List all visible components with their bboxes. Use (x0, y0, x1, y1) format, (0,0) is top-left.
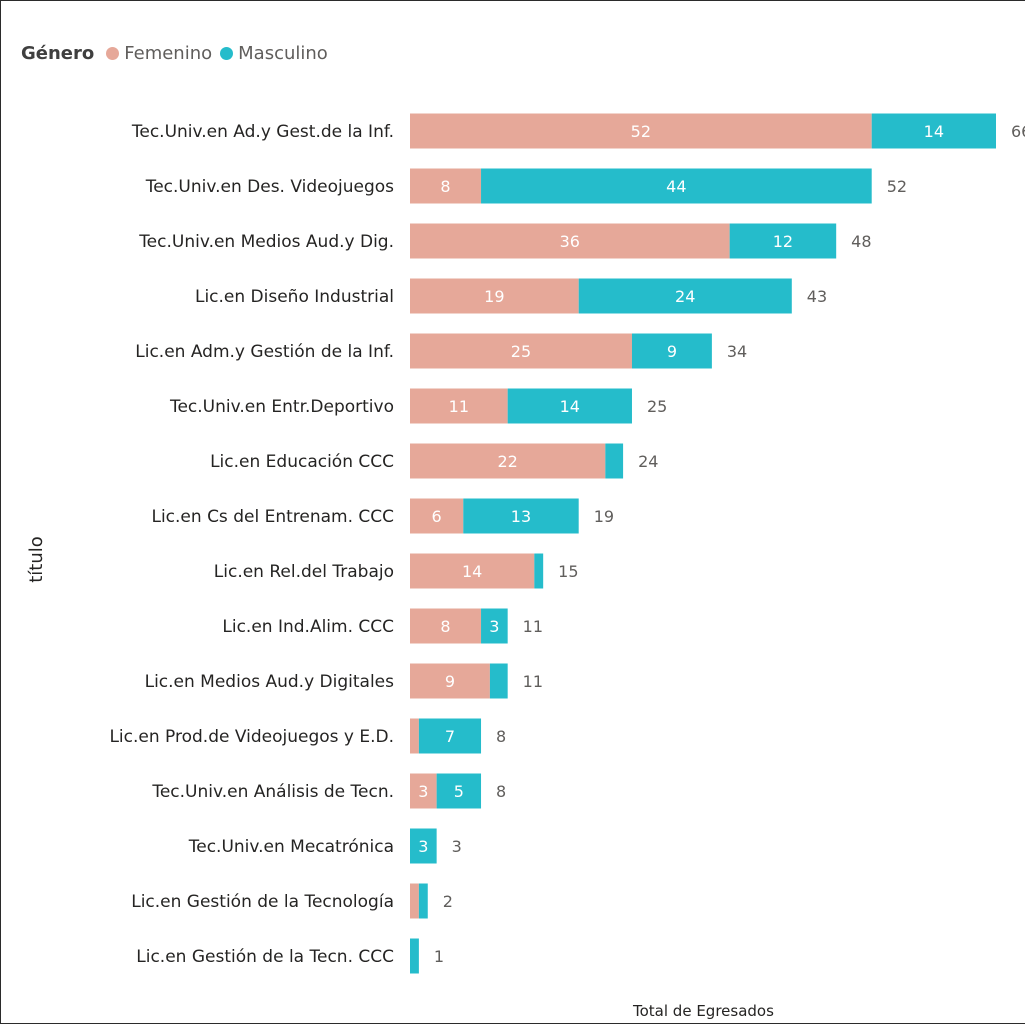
category-label: Lic.en Educación CCC (210, 452, 394, 472)
category-label: Lic.en Gestión de la Tecnología (131, 892, 394, 912)
bar-value-label: 52 (631, 122, 651, 141)
bar-masculino[interactable] (507, 388, 632, 424)
bar-masculino[interactable] (418, 883, 428, 919)
bar-value-label: 14 (924, 122, 944, 141)
bar-value-label: 7 (445, 727, 455, 746)
bar-femenino[interactable] (410, 333, 632, 369)
bar-femenino[interactable] (410, 168, 482, 204)
total-label: 43 (807, 287, 827, 306)
legend-title: Género (21, 42, 95, 64)
category-label: Tec.Univ.en Análisis de Tecn. (151, 782, 394, 802)
legend-dot-masculino (220, 46, 234, 60)
bar-value-label: 3 (489, 617, 499, 636)
bar-masculino[interactable] (418, 718, 482, 754)
category-label: Lic.en Medios Aud.y Digitales (145, 672, 395, 692)
bar-masculino[interactable] (729, 223, 837, 259)
total-label: 48 (851, 232, 871, 251)
bar-value-label: 44 (666, 177, 686, 196)
bar-masculino[interactable] (410, 828, 437, 864)
total-label: 8 (496, 727, 506, 746)
bar-femenino[interactable] (410, 553, 535, 589)
total-label: 52 (887, 177, 907, 196)
bar-femenino[interactable] (410, 498, 464, 534)
bar-masculino[interactable] (410, 938, 419, 974)
bar-masculino[interactable] (436, 773, 482, 809)
bar-femenino[interactable] (410, 718, 419, 754)
category-label: Tec.Univ.en Ad.y Gest.de la Inf. (131, 122, 394, 142)
total-label: 25 (647, 397, 667, 416)
category-label: Lic.en Cs del Entrenam. CCC (151, 507, 394, 527)
bar-masculino[interactable] (578, 278, 792, 314)
bar-value-label: 12 (773, 232, 793, 251)
bar-value-label: 5 (454, 782, 464, 801)
total-label: 11 (523, 672, 543, 691)
bar-value-label: 6 (432, 507, 442, 526)
total-label: 19 (594, 507, 614, 526)
total-label: 34 (727, 342, 747, 361)
category-label: Tec.Univ.en Entr.Deportivo (169, 397, 394, 417)
bar-masculino[interactable] (489, 663, 508, 699)
bar-masculino[interactable] (463, 498, 579, 534)
bar-femenino[interactable] (410, 883, 419, 919)
bar-femenino[interactable] (410, 223, 730, 259)
bar-value-label: 11 (449, 397, 469, 416)
category-label: Tec.Univ.en Des. Videojuegos (145, 177, 394, 197)
category-label: Lic.en Gestión de la Tecn. CCC (136, 947, 394, 967)
bar-femenino[interactable] (410, 388, 508, 424)
category-label: Tec.Univ.en Medios Aud.y Dig. (138, 232, 394, 252)
total-label: 66 (1011, 122, 1025, 141)
bar-femenino[interactable] (410, 443, 606, 479)
bar-value-label: 19 (484, 287, 504, 306)
category-label: Lic.en Prod.de Videojuegos y E.D. (109, 727, 394, 747)
total-label: 15 (558, 562, 578, 581)
category-label: Tec.Univ.en Mecatrónica (188, 837, 394, 857)
bar-masculino[interactable] (605, 443, 624, 479)
bar-value-label: 3 (418, 782, 428, 801)
category-label: Lic.en Diseño Industrial (195, 287, 394, 307)
bar-femenino[interactable] (410, 663, 490, 699)
bar-value-label: 22 (497, 452, 517, 471)
bar-value-label: 8 (440, 177, 450, 196)
legend-item-masculino[interactable]: Masculino (220, 43, 328, 64)
total-label: 11 (523, 617, 543, 636)
bar-value-label: 24 (675, 287, 695, 306)
bar-value-label: 13 (511, 507, 531, 526)
total-label: 8 (496, 782, 506, 801)
bar-value-label: 9 (445, 672, 455, 691)
total-label: 1 (434, 947, 444, 966)
category-label: Lic.en Rel.del Trabajo (214, 562, 394, 582)
category-label: Lic.en Ind.Alim. CCC (222, 617, 394, 637)
total-label: 2 (443, 892, 453, 911)
bar-value-label: 14 (560, 397, 580, 416)
bar-masculino[interactable] (631, 333, 712, 369)
total-label: 24 (638, 452, 658, 471)
bar-value-label: 9 (667, 342, 677, 361)
bar-femenino[interactable] (410, 113, 872, 149)
bar-masculino[interactable] (871, 113, 996, 149)
legend: Género Femenino Masculino (21, 41, 336, 65)
bar-masculino[interactable] (534, 553, 544, 589)
legend-label-femenino: Femenino (124, 42, 213, 64)
bar-value-label: 25 (511, 342, 531, 361)
legend-item-femenino[interactable]: Femenino (106, 43, 212, 64)
category-label: Lic.en Adm.y Gestión de la Inf. (135, 342, 394, 362)
bar-femenino[interactable] (410, 278, 579, 314)
legend-label-masculino: Masculino (238, 42, 328, 64)
bar-femenino[interactable] (410, 608, 482, 644)
bar-value-label: 14 (462, 562, 482, 581)
bar-value-label: 3 (418, 837, 428, 856)
legend-dot-femenino (106, 46, 120, 60)
bar-value-label: 8 (440, 617, 450, 636)
bar-masculino[interactable] (481, 168, 872, 204)
bar-masculino[interactable] (481, 608, 508, 644)
bar-value-label: 36 (560, 232, 580, 251)
total-label: 3 (452, 837, 462, 856)
x-axis-title: Total de Egresados (633, 1002, 774, 1020)
bar-femenino[interactable] (410, 773, 437, 809)
